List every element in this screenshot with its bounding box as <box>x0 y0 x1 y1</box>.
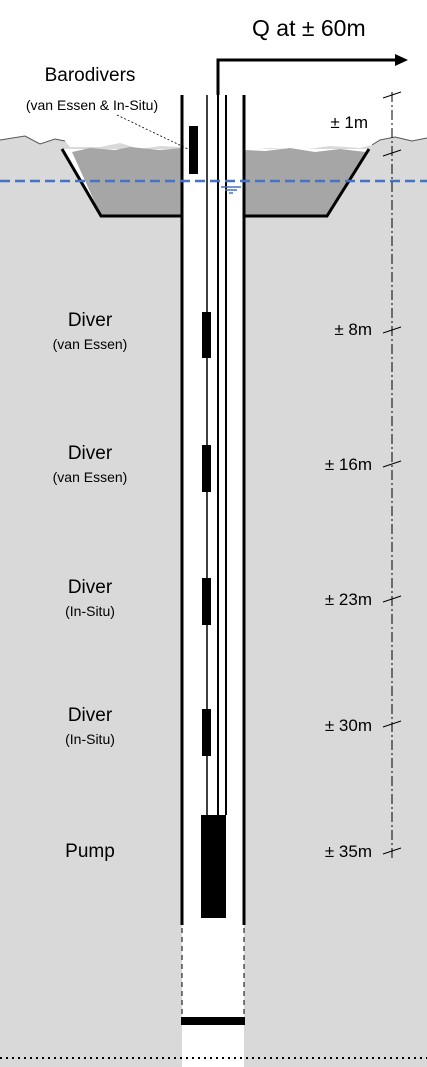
diver-sensor-4 <box>202 709 211 756</box>
diver-2-label: Diver <box>67 443 113 464</box>
diver-sensor-1 <box>202 312 211 358</box>
diver-3-sublabel: (In-Situ) <box>65 603 115 619</box>
water-level-icon <box>221 186 241 194</box>
diver-2-sublabel: (van Essen) <box>52 469 128 485</box>
discharge-pipe <box>216 58 395 95</box>
diver-1-sublabel: (van Essen) <box>52 336 128 352</box>
barodivers-label: Barodivers <box>44 65 136 86</box>
diver-sensor-2 <box>202 445 211 492</box>
barodiver-sensor <box>189 126 198 174</box>
pump-body <box>201 815 226 918</box>
pump-label: Pump <box>65 841 115 862</box>
discharge-arrowhead <box>395 54 408 66</box>
barodiver-leader <box>116 114 191 151</box>
diver-1-depth: ± 8m <box>334 320 372 339</box>
ground-right <box>244 137 427 1067</box>
surface-depth-label: ± 1m <box>330 113 368 132</box>
diver-3-depth: ± 23m <box>324 590 372 609</box>
diver-sensor-3 <box>202 578 211 625</box>
diver-4-sublabel: (In-Situ) <box>65 731 115 747</box>
discharge-label: Q at ± 60m <box>252 15 366 41</box>
diver-1-label: Diver <box>67 310 113 331</box>
diver-2-depth: ± 16m <box>324 455 372 474</box>
diver-3-label: Diver <box>67 577 113 598</box>
ground <box>0 136 182 1067</box>
diver-4-depth: ± 30m <box>324 716 372 735</box>
diver-4-label: Diver <box>67 705 113 726</box>
ground-surface-line <box>0 135 427 146</box>
barodivers-sublabel: (van Essen & In-Situ) <box>25 97 159 113</box>
well-bottom <box>181 1017 245 1025</box>
pump-depth: ± 35m <box>324 842 372 861</box>
depth-ticks <box>382 91 402 855</box>
